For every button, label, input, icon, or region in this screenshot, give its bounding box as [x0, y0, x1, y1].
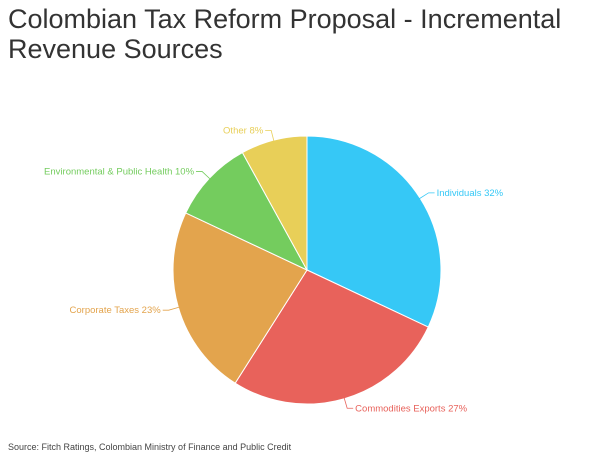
data-label: Commodities Exports 27%: [355, 403, 467, 414]
leader-line: [343, 396, 354, 409]
leader-line: [196, 171, 212, 180]
data-label: Environmental & Public Health 10%: [44, 166, 195, 177]
leader-line: [265, 130, 275, 143]
leader-line: [162, 306, 181, 311]
data-label: Other 8%: [223, 126, 264, 137]
chart-title: Colombian Tax Reform Proposal - Incremen…: [8, 4, 562, 64]
source-note: Source: Fitch Ratings, Colombian Ministr…: [8, 442, 292, 452]
data-label: Individuals 32%: [437, 188, 504, 199]
leader-line: [418, 192, 435, 200]
data-label: Corporate Taxes 23%: [70, 305, 162, 316]
